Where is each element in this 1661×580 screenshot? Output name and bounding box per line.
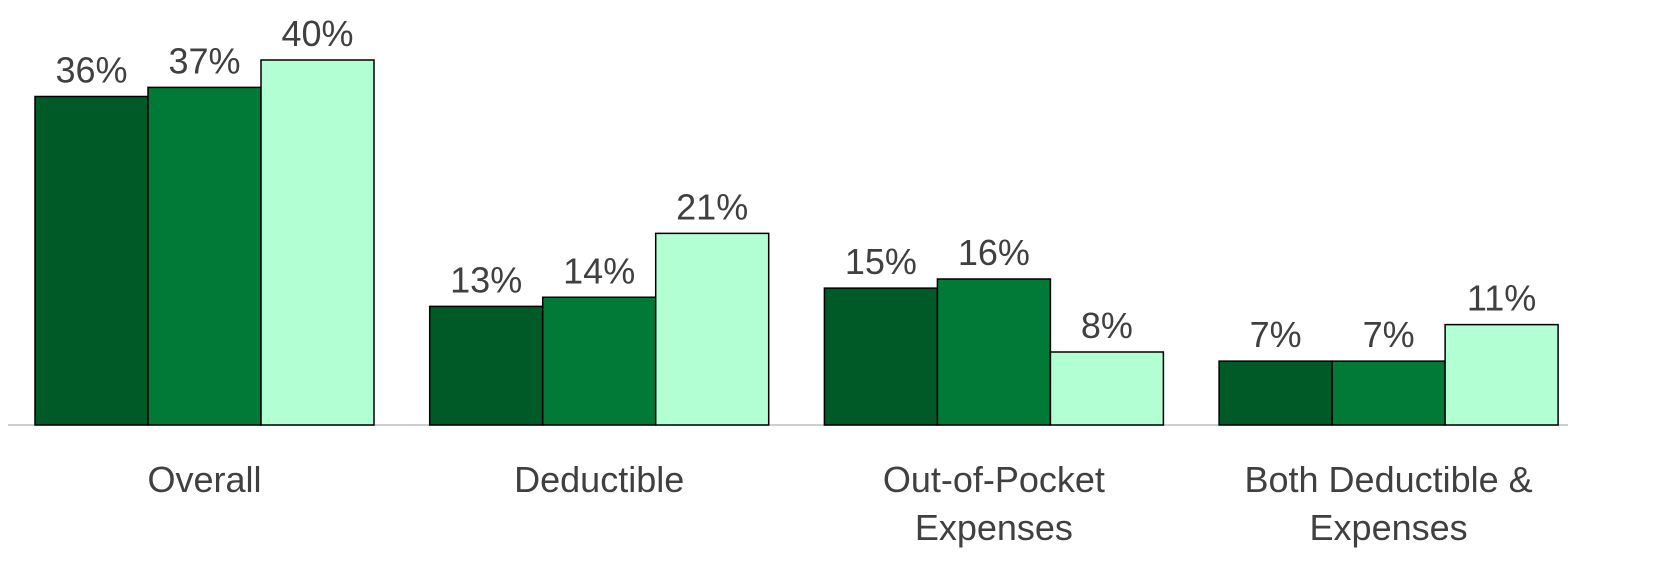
data-label: 11% bbox=[1467, 278, 1536, 319]
data-label: 7% bbox=[1363, 314, 1415, 355]
data-label: 37% bbox=[168, 40, 240, 81]
bar bbox=[147, 86, 262, 426]
data-label: 40% bbox=[281, 13, 353, 54]
bar bbox=[1049, 351, 1165, 426]
bar bbox=[654, 232, 770, 426]
x-tick-label: Both Deductible & Expenses bbox=[1244, 459, 1533, 548]
bar bbox=[260, 59, 375, 426]
x-tick-label: Overall bbox=[147, 459, 262, 500]
x-tick-label: Out-of-Pocket Expenses bbox=[882, 459, 1105, 548]
data-label: 21% bbox=[676, 186, 748, 227]
data-label: 16% bbox=[958, 232, 1030, 273]
bar bbox=[936, 278, 1052, 426]
bar bbox=[541, 296, 657, 426]
data-label: 36% bbox=[55, 50, 127, 91]
bar bbox=[1218, 360, 1333, 426]
x-tick-label: Deductible bbox=[514, 459, 685, 500]
bar bbox=[823, 287, 939, 426]
bar bbox=[428, 305, 544, 426]
data-label: 8% bbox=[1081, 305, 1133, 346]
bar bbox=[1444, 323, 1559, 426]
data-label: 13% bbox=[450, 259, 522, 300]
bar bbox=[34, 95, 149, 426]
bar bbox=[1331, 360, 1446, 426]
data-label: 14% bbox=[563, 250, 635, 291]
data-label: 15% bbox=[845, 241, 917, 282]
data-label: 7% bbox=[1250, 314, 1302, 355]
